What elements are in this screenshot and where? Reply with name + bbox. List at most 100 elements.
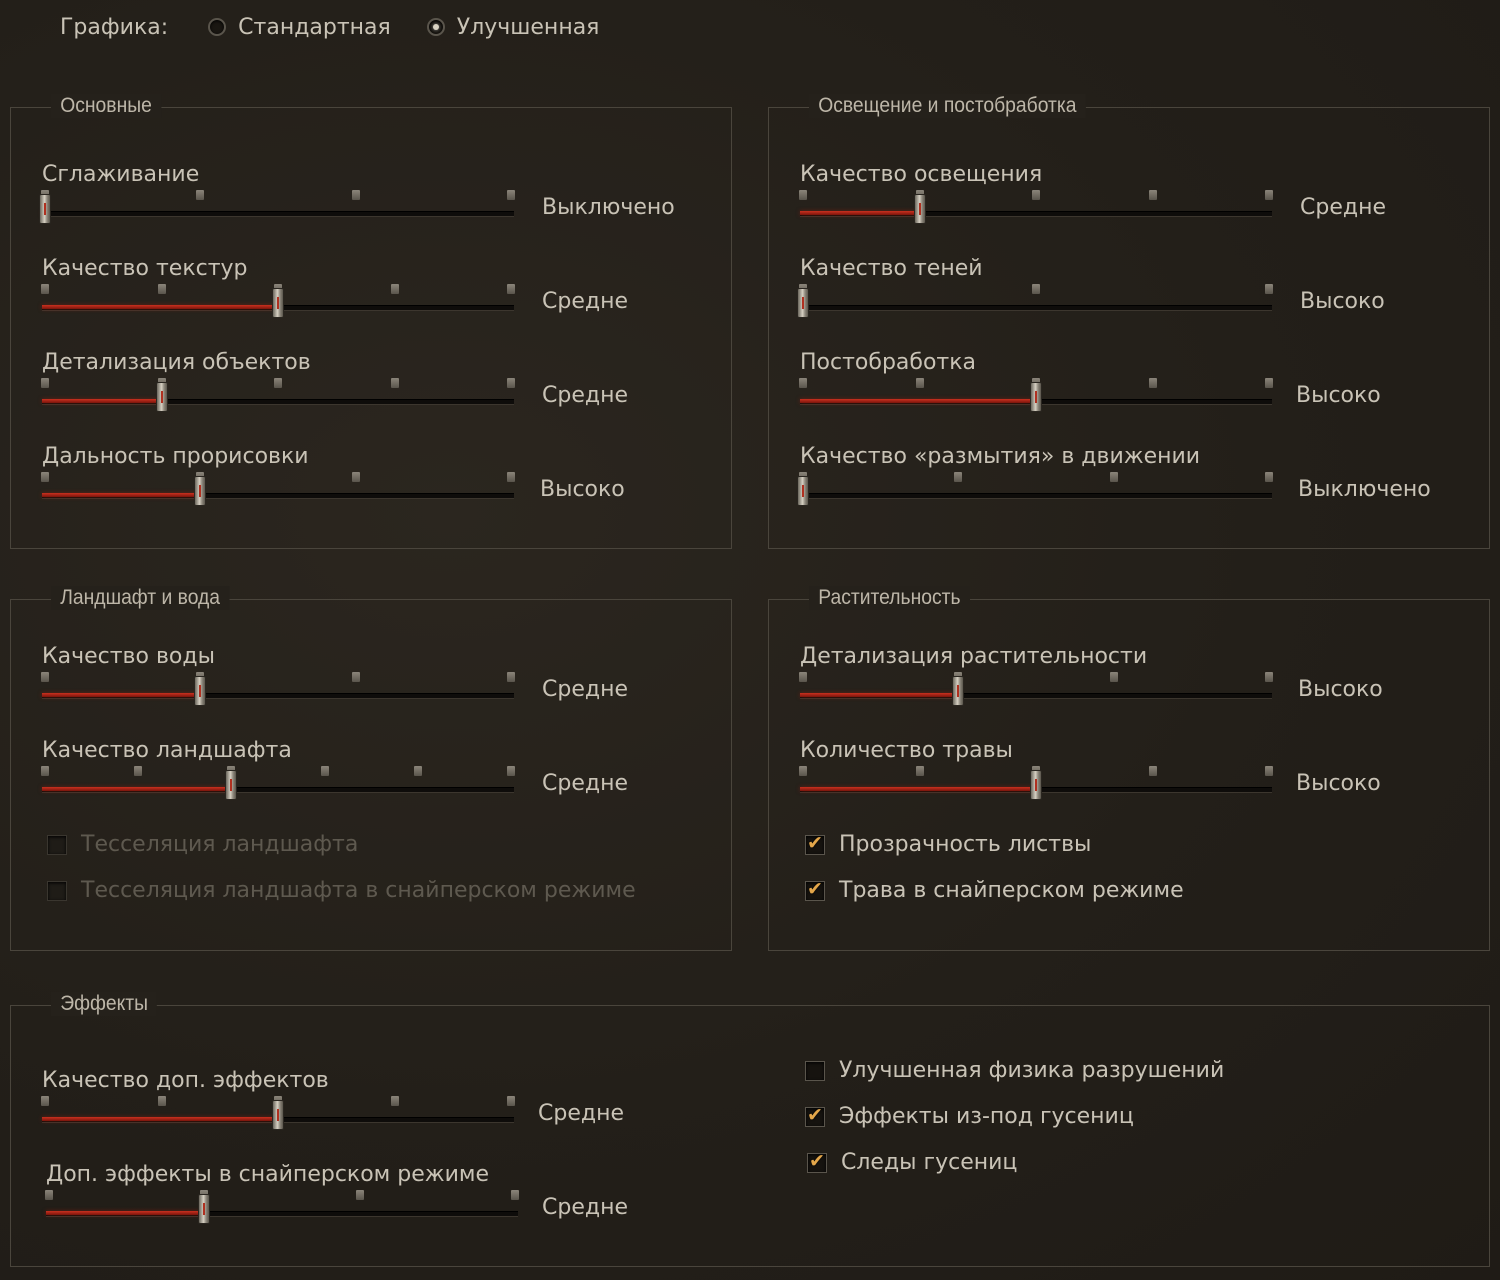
- slider-value: Высоко: [1296, 771, 1381, 796]
- slider-thumb[interactable]: [155, 382, 168, 412]
- checkbox[interactable]: [805, 832, 825, 855]
- slider-thumb[interactable]: [272, 1100, 284, 1130]
- panel-title: Ландшафт и вода: [51, 586, 230, 610]
- slider-fill: [800, 693, 959, 697]
- checkbox-row[interactable]: Эффекты из-под гусениц: [805, 1104, 1134, 1129]
- slider-tick: [41, 672, 49, 682]
- checkbox: [47, 880, 67, 901]
- slider-tick: [507, 378, 515, 388]
- slider-tick: [507, 766, 515, 776]
- radio-improved-circle[interactable]: [426, 18, 445, 36]
- slider-track[interactable]: [42, 493, 514, 499]
- slider[interactable]: [799, 378, 1273, 412]
- slider-value: Высоко: [1298, 677, 1383, 702]
- slider[interactable]: [797, 284, 1273, 318]
- checkbox-label[interactable]: Эффекты из-под гусениц: [839, 1104, 1134, 1129]
- checkbox-label[interactable]: Следы гусениц: [841, 1150, 1018, 1175]
- slider-tick: [41, 378, 49, 388]
- slider-tick: [1109, 672, 1118, 682]
- checkbox-row: Тесселяция ландшафта в снайперском режим…: [47, 878, 636, 903]
- slider-thumb[interactable]: [1030, 770, 1042, 800]
- slider[interactable]: [41, 766, 515, 800]
- radio-standard[interactable]: Стандартная: [208, 15, 391, 40]
- slider-tick: [915, 378, 924, 388]
- slider-track[interactable]: [800, 211, 1272, 217]
- slider[interactable]: [799, 672, 1273, 706]
- slider-tick: [196, 190, 205, 200]
- slider-track[interactable]: [42, 693, 514, 699]
- radio-improved[interactable]: Улучшенная: [426, 14, 600, 40]
- slider[interactable]: [41, 378, 515, 412]
- slider-thumb[interactable]: [797, 476, 809, 506]
- slider-thumb[interactable]: [198, 1194, 211, 1224]
- slider-track[interactable]: [42, 399, 514, 405]
- slider-tick: [799, 190, 807, 200]
- checkbox[interactable]: [807, 1150, 827, 1173]
- slider-thumb[interactable]: [194, 476, 207, 506]
- slider[interactable]: [41, 672, 515, 706]
- slider-tick: [507, 472, 515, 482]
- slider-thumb[interactable]: [1030, 382, 1042, 412]
- checkbox[interactable]: [805, 878, 825, 901]
- slider-thumb[interactable]: [39, 194, 51, 224]
- slider[interactable]: [45, 1190, 519, 1224]
- slider-track[interactable]: [42, 787, 514, 793]
- slider-track[interactable]: [800, 493, 1272, 499]
- slider[interactable]: [797, 472, 1273, 506]
- slider-tick: [41, 766, 49, 776]
- slider[interactable]: [799, 190, 1273, 224]
- slider-label: Качество доп. эффектов: [42, 1068, 329, 1093]
- slider-tick: [351, 472, 360, 482]
- slider[interactable]: [41, 1096, 515, 1130]
- slider-thumb[interactable]: [194, 676, 207, 706]
- slider-tick: [799, 378, 807, 388]
- checkbox[interactable]: [805, 1104, 825, 1127]
- checkbox-row[interactable]: Улучшенная физика разрушений: [805, 1058, 1224, 1083]
- slider-tick: [799, 672, 807, 682]
- slider-thumb[interactable]: [913, 194, 926, 224]
- slider-track[interactable]: [46, 1211, 518, 1217]
- checkbox[interactable]: [805, 1060, 825, 1081]
- panel-landscape: Ландшафт и вода: [10, 586, 732, 951]
- slider[interactable]: [799, 766, 1273, 800]
- slider-thumb[interactable]: [797, 288, 809, 318]
- slider-tick: [390, 378, 399, 388]
- checkbox-row[interactable]: Прозрачность листвы: [805, 832, 1091, 857]
- radio-standard-label[interactable]: Стандартная: [238, 14, 391, 40]
- checkbox-label[interactable]: Прозрачность листвы: [839, 832, 1092, 857]
- slider-fill: [42, 305, 278, 309]
- slider-track[interactable]: [800, 305, 1272, 311]
- slider-label: Качество освещения: [800, 162, 1043, 187]
- slider-label: Качество воды: [42, 644, 215, 669]
- checkbox-label[interactable]: Улучшенная физика разрушений: [839, 1058, 1225, 1083]
- slider-tick: [41, 284, 49, 294]
- checkbox-row: Тесселяция ландшафта: [47, 832, 358, 857]
- slider-fill: [42, 399, 162, 403]
- slider[interactable]: [39, 190, 515, 224]
- checkbox-label[interactable]: Трава в снайперском режиме: [839, 878, 1184, 903]
- slider-thumb[interactable]: [225, 770, 238, 800]
- slider[interactable]: [41, 284, 515, 318]
- slider-track[interactable]: [42, 211, 514, 217]
- slider-tick: [799, 766, 807, 776]
- radio-standard-circle[interactable]: [208, 18, 227, 36]
- slider-tick: [1265, 766, 1273, 776]
- slider-value: Высоко: [1296, 383, 1381, 408]
- radio-improved-label[interactable]: Улучшенная: [456, 14, 600, 40]
- slider-thumb[interactable]: [272, 288, 284, 318]
- slider-fill: [800, 399, 1036, 403]
- slider-tick: [1265, 284, 1273, 294]
- slider-tick: [351, 672, 360, 682]
- slider-value: Выключено: [542, 195, 675, 220]
- slider-label: Дальность прорисовки: [42, 444, 309, 469]
- slider-value: Высоко: [540, 477, 625, 502]
- slider-thumb[interactable]: [952, 676, 965, 706]
- checkbox-row[interactable]: Трава в снайперском режиме: [805, 878, 1184, 903]
- slider-track[interactable]: [800, 693, 1272, 699]
- slider-tick: [954, 472, 963, 482]
- slider[interactable]: [41, 472, 515, 506]
- slider-value: Средне: [542, 677, 628, 702]
- slider-tick: [390, 284, 399, 294]
- checkbox-row[interactable]: Следы гусениц: [807, 1150, 1017, 1175]
- slider-label: Количество травы: [800, 738, 1013, 763]
